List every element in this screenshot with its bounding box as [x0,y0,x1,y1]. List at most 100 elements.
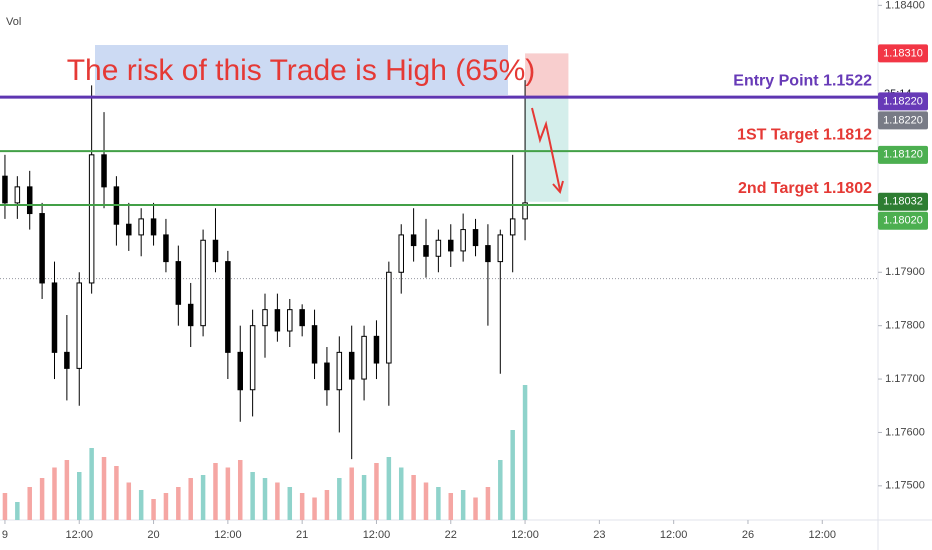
candle-body [249,325,256,391]
candle-body [472,229,479,247]
x-tick-label: 20 [147,529,159,541]
candle-body [163,234,169,263]
volume-bar [411,475,416,520]
candle-body [373,335,380,364]
x-tick-label: 12:00 [363,529,391,541]
candle-body [361,335,367,380]
volume-bar [374,463,379,520]
arrow-head [552,180,564,195]
volume-bar [52,467,57,520]
price-label: 1.18120 [883,149,923,161]
candle-body [138,218,144,236]
volume-bar [423,482,429,520]
y-tick-label: 1.17900 [885,266,925,278]
volume-bar [250,472,255,520]
volume-bar [398,467,404,520]
candle-body [522,202,528,220]
candle-body [509,218,516,236]
x-tick-label: 21 [296,529,308,541]
volume-bar [473,497,478,520]
candle-body [225,261,231,353]
volume-bar [114,466,119,520]
price-label-bg [878,92,928,111]
x-tick-label: 12:00 [214,529,242,541]
candle-body [26,186,33,215]
volume-bar [2,493,8,520]
volume-bar [138,490,144,520]
level-label: 1ST Target 1.1812 [737,126,872,143]
volume-bar [349,467,354,520]
price-label: 1.18220 [883,114,923,126]
price-label-bg [878,111,928,130]
candle-body [299,309,305,327]
x-tick-label: 12:00 [65,529,93,541]
y-tick-label: 1.17800 [885,320,925,332]
candle-body [398,234,404,273]
candle-body [287,309,293,332]
candle-body [175,261,182,305]
volume-bar [324,490,330,520]
chart-title: The risk of this Trade is High (65%) [67,54,536,87]
candle-body [126,223,132,236]
candle-body [212,239,219,263]
candle-body [187,303,194,327]
volume-bar [237,460,243,520]
y-tick-label: 1.18400 [885,0,925,11]
candle-body [88,154,95,284]
volume-bar [312,497,317,520]
volume-bar [275,482,280,520]
volume-bar [77,472,82,520]
price-label: 1.18220 [883,95,923,107]
y-tick-label: 1.17500 [885,480,925,492]
level-label: 2nd Target 1.1802 [738,180,872,197]
title-box [95,45,508,95]
price-label-bg [878,192,928,211]
volume-bar [460,490,466,520]
volume-bar [176,487,181,520]
volume-bar [188,478,193,520]
volume-bar [89,448,94,520]
candle-body [200,239,206,327]
candle-body [485,245,491,263]
candle-body [410,234,417,247]
x-tick-label: 23 [593,529,605,541]
volume-bar [299,493,305,520]
x-tick-label: 12:00 [809,529,837,541]
candle-body [423,245,429,257]
x-tick-label: 12:00 [660,529,688,541]
candle-body [64,351,70,369]
volume-bar [163,493,169,520]
candle-body [76,282,83,369]
x-tick-label: 12:00 [511,529,539,541]
volume-bar [225,467,231,520]
candle-body [262,309,268,327]
candle-body [435,239,442,257]
y-tick-label: 1.17600 [885,426,925,438]
volume-bar [101,457,107,520]
volume-bar [485,487,491,520]
price-label-bg [878,145,928,164]
volume-bar [448,493,454,520]
volume-bar [151,499,156,520]
volume-bar [15,502,20,520]
risk-zone [525,53,569,98]
volume-bar [510,430,515,520]
candle-body [497,234,504,263]
candle-body [237,351,243,391]
candle-body [14,186,21,204]
x-tick-label: 9 [2,529,8,541]
candle-body [2,175,8,204]
volume-bar [200,475,206,520]
price-label-bg [878,211,928,230]
volume-bar [39,478,45,520]
candle-body [39,213,45,284]
price-label: 1.18310 [883,47,923,59]
candle-body [386,271,392,364]
volume-bar [126,482,132,520]
level-label: Entry Point 1.1522 [733,72,872,89]
price-label: 1.18020 [883,215,923,227]
volume-bar [522,385,528,520]
candle-body [274,309,281,332]
price-label-bg [878,44,928,63]
